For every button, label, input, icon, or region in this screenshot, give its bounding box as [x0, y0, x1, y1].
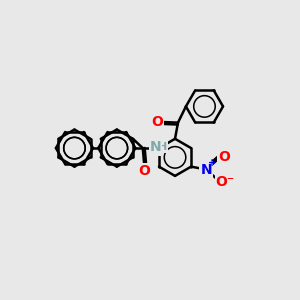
Text: O: O: [218, 150, 230, 164]
Text: N: N: [201, 163, 212, 177]
Text: N: N: [150, 140, 161, 154]
Text: +: +: [208, 158, 216, 168]
Text: O⁻: O⁻: [216, 175, 235, 189]
Text: H: H: [158, 142, 167, 152]
Text: O: O: [152, 115, 163, 129]
Text: O: O: [138, 164, 150, 178]
